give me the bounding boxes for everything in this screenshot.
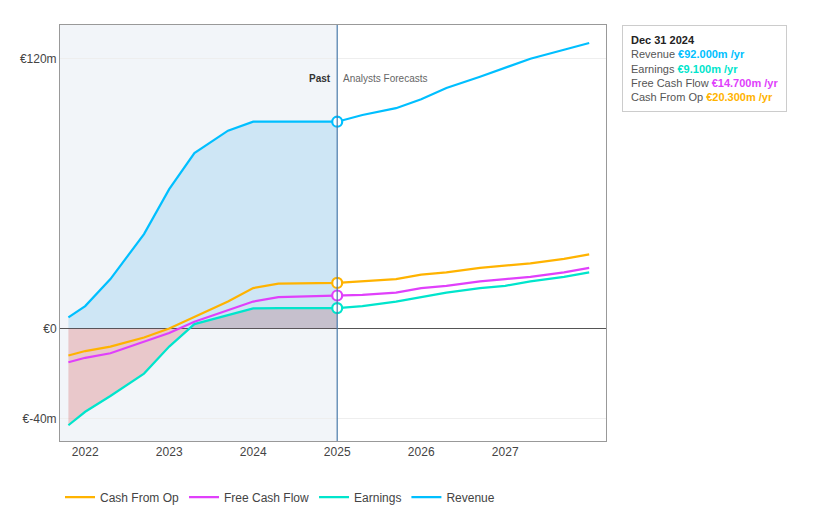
svg-text:Cash From Op: Cash From Op xyxy=(100,491,179,505)
svg-text:Past: Past xyxy=(309,73,331,84)
svg-text:€-40m: €-40m xyxy=(23,412,57,426)
svg-text:Revenue: Revenue xyxy=(446,491,494,505)
svg-text:Analysts Forecasts: Analysts Forecasts xyxy=(343,73,427,84)
svg-text:Dec 31 2024Revenue €92.000m /y: Dec 31 2024Revenue €92.000m /yrEarnings … xyxy=(631,34,778,103)
svg-text:2026: 2026 xyxy=(408,445,435,459)
svg-text:Free Cash Flow: Free Cash Flow xyxy=(224,491,309,505)
svg-text:2027: 2027 xyxy=(492,445,519,459)
svg-text:€0: €0 xyxy=(43,322,57,336)
svg-text:2024: 2024 xyxy=(240,445,267,459)
svg-text:2025: 2025 xyxy=(324,445,351,459)
svg-text:Earnings: Earnings xyxy=(354,491,401,505)
svg-text:2022: 2022 xyxy=(72,445,99,459)
svg-text:€120m: €120m xyxy=(20,52,57,66)
svg-text:2023: 2023 xyxy=(156,445,183,459)
